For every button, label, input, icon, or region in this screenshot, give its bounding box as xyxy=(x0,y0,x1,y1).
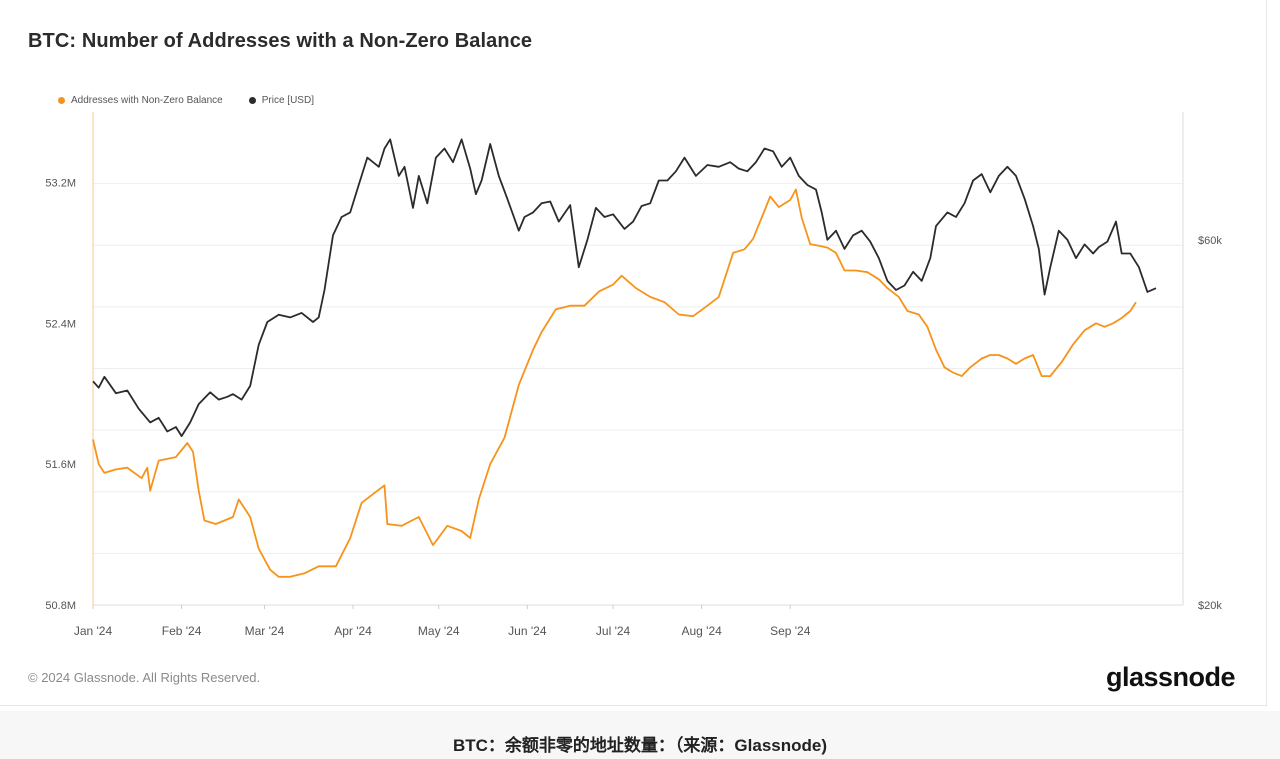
x-tick-label: Mar '24 xyxy=(245,624,285,638)
image-caption: BTC：余额非零的地址数量：（来源：Glassnode) xyxy=(452,736,828,755)
legend-item-price[interactable]: Price [USD] xyxy=(248,95,314,106)
legend-item-addresses[interactable]: Addresses with Non-Zero Balance xyxy=(58,95,223,106)
y-left-tick-label: 53.2M xyxy=(45,177,76,189)
glassnode-logo: glassnode xyxy=(1106,662,1236,692)
y-right-tick-label: $60k xyxy=(1198,235,1222,247)
y-right-tick-labels: $60k $20k xyxy=(1198,235,1222,612)
caption-band xyxy=(0,711,1280,759)
chart-legend: Addresses with Non-Zero Balance Price [U… xyxy=(58,95,314,106)
chart-title: BTC: Number of Addresses with a Non-Zero… xyxy=(28,30,533,52)
x-tick-label: Sep '24 xyxy=(770,624,811,638)
line-chart: 53.2M 52.4M 51.6M 50.8M $60k $20k Jan '24 Feb… xyxy=(45,112,1222,638)
x-tick-label: Aug '24 xyxy=(681,624,722,638)
legend-dot-price xyxy=(248,97,256,104)
series-layer xyxy=(92,138,1157,578)
x-tick-label: Jun '24 xyxy=(508,624,547,638)
chart-card: BTC: Number of Addresses with a Non-Zero… xyxy=(0,0,1267,706)
y-left-tick-label: 52.4M xyxy=(45,318,76,330)
copyright-text: © 2024 Glassnode. All Rights Reserved. xyxy=(28,670,261,685)
legend-label-price: Price [USD] xyxy=(261,95,314,106)
x-tick-label: Apr '24 xyxy=(334,624,372,638)
x-tick-label: Jan '24 xyxy=(74,624,113,638)
gridlines xyxy=(93,183,1183,554)
x-tick-label: May '24 xyxy=(418,624,460,638)
x-tick-label: Feb '24 xyxy=(162,624,202,638)
price-line xyxy=(92,138,1157,437)
legend-label-addresses: Addresses with Non-Zero Balance xyxy=(71,95,223,106)
y-left-tick-label: 51.6M xyxy=(45,459,76,471)
y-left-tick-label: 50.8M xyxy=(45,600,76,612)
x-tick-labels: Jan '24 Feb '24 Mar '24 Apr '24 May '24 Jun '… xyxy=(74,605,811,638)
addresses-line xyxy=(92,188,1137,578)
x-tick-label: Jul '24 xyxy=(596,624,631,638)
y-left-tick-labels: 53.2M 52.4M 51.6M 50.8M xyxy=(45,177,76,612)
legend-dot-addresses xyxy=(58,97,65,104)
y-right-tick-label: $20k xyxy=(1198,600,1222,612)
